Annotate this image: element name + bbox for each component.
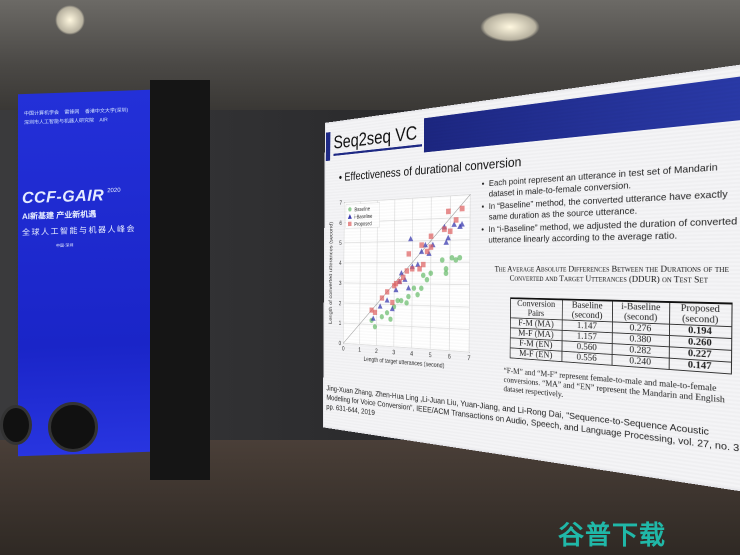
proposed-point [405, 268, 409, 273]
x-tick-label: 7 [467, 354, 470, 362]
proposed-point [448, 228, 453, 234]
table-header: Conversion Pairs [510, 298, 562, 320]
proposed-point [410, 266, 415, 271]
table-cell: 0.556 [562, 351, 612, 365]
proposed-point [429, 244, 434, 250]
event-title: CCF-GAIR [22, 187, 104, 208]
slide-title: Seq2seq VC [333, 122, 422, 156]
legend-label: Baseline [354, 206, 370, 212]
table-cell: 0.240 [612, 354, 669, 369]
presentation-slide: Seq2seq VC • Effectiveness of durational… [323, 63, 740, 493]
logo-text: AIR [99, 116, 107, 125]
event-slogan: AI新基建 产业新机遇 [22, 210, 96, 223]
notes-list: Each point represent an utterance in tes… [481, 159, 740, 248]
legend-label: i-Baseline [354, 214, 372, 220]
event-name: 全球人工智能与机器人峰会 [22, 224, 136, 238]
proposed-point [407, 251, 411, 256]
ddur-table: Conversion Pairs Baseline (second) i-Bas… [510, 297, 733, 374]
proposed-point [419, 242, 424, 248]
header-accent [326, 132, 331, 161]
table-header: Proposed (second) [669, 302, 732, 327]
stage-lamp [0, 405, 32, 445]
watermark: 谷普下载 [558, 515, 666, 552]
x-axis-label: Length of target utterances (second) [364, 355, 445, 369]
y-tick-label: 3 [339, 280, 342, 287]
y-tick-label: 0 [339, 340, 342, 347]
proposed-point [373, 310, 377, 315]
table-header: Baseline (second) [562, 299, 613, 321]
y-axis-label: Length of converted utterances (second) [328, 221, 334, 324]
logo-text: 深圳市人工智能与机器人研究院 [24, 117, 94, 128]
proposed-point [442, 226, 447, 232]
proposed-point [446, 209, 451, 215]
proposed-point [390, 300, 394, 305]
x-tick-label: 0 [342, 345, 345, 352]
proposed-point [401, 275, 405, 280]
proposed-point [429, 233, 434, 239]
x-tick-label: 2 [375, 347, 378, 354]
x-tick-label: 4 [410, 350, 413, 358]
event-year: 2020 [107, 187, 120, 195]
x-tick-label: 1 [358, 346, 361, 353]
legend-label: Proposed [354, 221, 372, 227]
proposed-point [380, 295, 384, 300]
y-tick-label: 1 [339, 320, 342, 327]
y-tick-label: 6 [339, 219, 342, 226]
table-cell: M-F (EN) [510, 348, 562, 362]
event-location: 中国·深圳 [56, 242, 73, 249]
proposed-point [421, 262, 426, 267]
projection-screen: Seq2seq VC • Effectiveness of durational… [150, 8, 740, 553]
table-caption: The Average Absolute Differences Between… [481, 265, 740, 287]
legend-marker [348, 222, 351, 226]
y-tick-label: 7 [340, 199, 343, 206]
ceiling-light [55, 5, 85, 35]
y-tick-label: 2 [339, 300, 342, 307]
y-tick-label: 4 [339, 260, 342, 267]
proposed-point [460, 206, 465, 212]
scatter-chart: 00 1 1 2 2 3 3 4 4 5 5 6 6 7 7 Baseline i-BaselinePropos… [327, 188, 478, 379]
proposed-point [385, 289, 389, 294]
sponsor-logos: 中国计算机学会 雷锋网 香港中文大学(深圳) 深圳市人工智能与机器人研究院 AI… [24, 106, 146, 128]
event-banner: 中国计算机学会 雷锋网 香港中文大学(深圳) 深圳市人工智能与机器人研究院 AI… [18, 90, 150, 457]
table-header: i-Baseline (second) [613, 301, 670, 325]
x-tick-label: 3 [392, 349, 395, 357]
event-title-row: CCF-GAIR 2020 [22, 186, 148, 208]
x-tick-label: 5 [429, 351, 432, 359]
x-tick-label: 6 [448, 353, 451, 361]
stage-lamp [48, 402, 98, 452]
y-tick-label: 5 [339, 240, 342, 247]
proposed-point [454, 217, 459, 223]
header-band [424, 74, 740, 152]
